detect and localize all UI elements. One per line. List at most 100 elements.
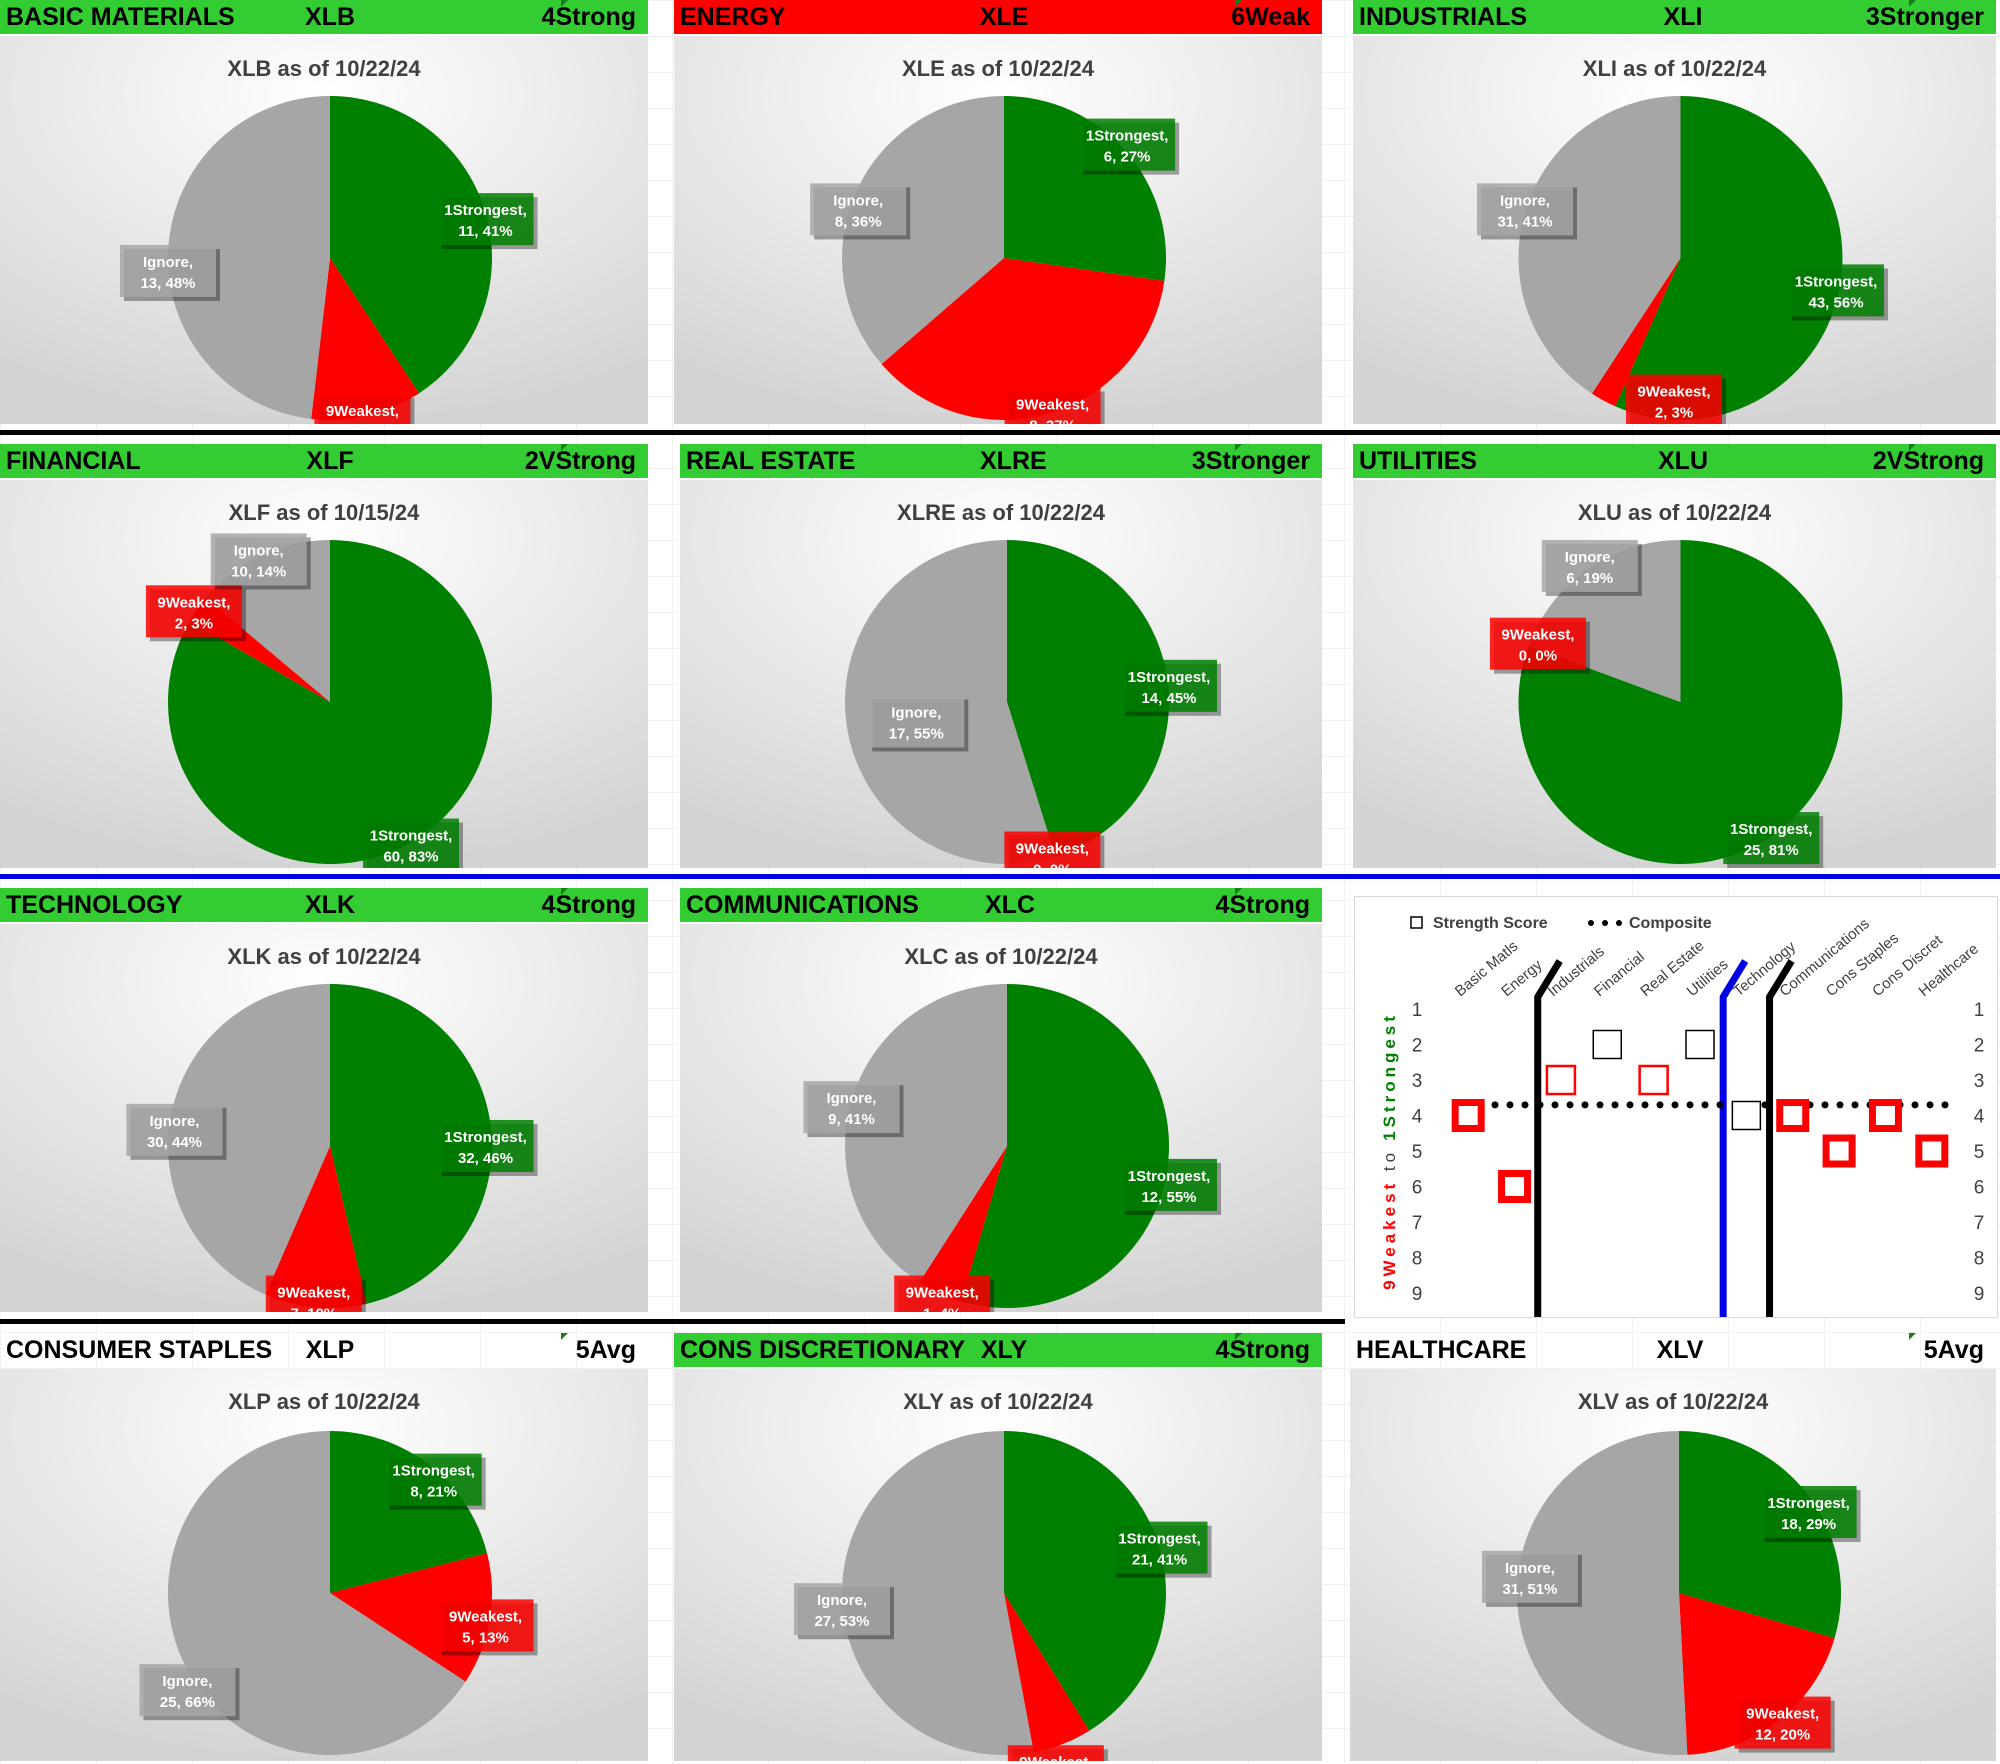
divider-line-2	[1719, 959, 1749, 1317]
data-label-value: 43, 56%	[1808, 294, 1863, 311]
data-label-1strongest: 1Strongest, 60, 83%	[363, 818, 463, 868]
sector-header: INDUSTRIALS XLI 3Stronger	[1353, 0, 1996, 34]
data-label-value: 2, 3%	[175, 615, 213, 632]
pie-slice-ignore	[1528, 540, 1681, 702]
strength-marker-healthcare	[1915, 1134, 1949, 1168]
sector-name: HEALTHCARE	[1356, 1336, 1527, 1364]
legend-strength-label: Strength Score	[1433, 915, 1548, 932]
label-box	[803, 1081, 900, 1134]
strength-marker-energy	[1498, 1170, 1532, 1203]
data-label-name: 9Weakest,	[1501, 627, 1574, 644]
y-tick-right: 5	[1974, 1142, 1985, 1163]
y-tick-right: 9	[1974, 1284, 1985, 1305]
data-label-9weakest: 9Weakest, 1, 4%	[894, 1275, 995, 1312]
sector-score: 4Strong	[1215, 1336, 1310, 1364]
data-label-value: 6, 19%	[1566, 570, 1613, 587]
label-box	[810, 183, 907, 236]
cell-comment-marker	[1235, 1333, 1242, 1340]
data-label-9weakest: 9Weakest, 0, 0%	[1489, 617, 1590, 674]
row-separator-1	[0, 430, 2000, 435]
data-label-name: Ignore,	[149, 1113, 199, 1130]
y-tick-right: 6	[1974, 1178, 1985, 1199]
data-label-value: 18, 29%	[1781, 1516, 1836, 1533]
data-label-ignore: Ignore, 9, 41%	[803, 1081, 904, 1138]
data-label-name: 1Strongest,	[1128, 1168, 1211, 1185]
data-label-name: 1Strongest,	[1767, 1495, 1850, 1512]
strength-marker-basic-matls	[1451, 1099, 1485, 1132]
pie-chart-area: XLRE as of 10/22/24 1Strongest, 14, 45% 9We…	[680, 480, 1322, 868]
pie-chart-area: XLI as of 10/22/24 1Strongest, 43, 56% 9Wea…	[1353, 36, 1996, 424]
data-label-name: 9Weakest,	[906, 1285, 979, 1302]
data-label-1strongest: 1Strongest, 25, 81%	[1723, 812, 1824, 868]
label-box	[1004, 387, 1101, 424]
sector-ticker: XLF	[306, 447, 354, 475]
data-label-name: Ignore,	[891, 704, 941, 721]
sector-name: INDUSTRIALS	[1359, 3, 1528, 31]
data-label-value: 0, 0%	[1519, 648, 1557, 665]
pie-slice-9weakest	[1679, 1593, 1835, 1755]
sector-ticker: XLY	[980, 1336, 1028, 1364]
data-label-1strongest: 1Strongest, 18, 29%	[1760, 1486, 1861, 1542]
y-tick-right: 7	[1974, 1213, 1985, 1234]
chart-title: XLC as of 10/22/24	[904, 944, 1098, 969]
cell-comment-marker	[1909, 444, 1916, 451]
label-box	[1476, 183, 1573, 236]
label-box	[868, 695, 965, 748]
composite-dot	[1641, 1101, 1649, 1109]
y-axis-title-weak: 9Weakest	[1380, 1171, 1399, 1290]
data-label-name: 1Strongest,	[1086, 128, 1169, 145]
data-label-name: Ignore,	[817, 1592, 867, 1609]
sector-panel-xlp: CONSUMER STAPLES XLP 5Avg XLP as of 10/22/2…	[0, 1333, 648, 1761]
data-label-name: Ignore,	[826, 1090, 876, 1107]
data-label-1strongest: 1Strongest, 32, 46%	[437, 1120, 538, 1176]
sector-panel-xlre: REAL ESTATE XLRE 3Stronger XLRE as of 10/22…	[680, 444, 1322, 868]
pie-slice-ignore	[845, 984, 1007, 1283]
data-label-value: 14, 45%	[1141, 690, 1196, 707]
strength-marker-financial	[1592, 1029, 1623, 1060]
strength-marker-technology	[1731, 1100, 1762, 1131]
pie-chart-area: XLP as of 10/22/24 1Strongest, 8, 21% 9Weak…	[0, 1369, 648, 1761]
data-label-value: 10, 14%	[231, 563, 286, 580]
data-label-9weakest: 9Weakest, 2, 3%	[1626, 374, 1727, 424]
data-label-value: 8, 37%	[1029, 418, 1076, 424]
y-tick-left: 6	[1412, 1178, 1423, 1199]
data-label-name: Ignore,	[143, 254, 193, 271]
data-label-name: 1Strongest,	[370, 828, 453, 845]
sector-score: 5Avg	[575, 1336, 636, 1364]
sector-header: REAL ESTATE XLRE 3Stronger	[680, 444, 1322, 478]
sector-panel-xlf: FINANCIAL XLF 2VStrong XLF as of 10/15/24 1S…	[0, 444, 648, 868]
data-label-name: 1Strongest,	[1795, 273, 1878, 290]
data-label-1strongest: 1Strongest, 14, 45%	[1121, 659, 1221, 716]
data-label-value: 8, 21%	[410, 1484, 457, 1501]
chart-title: XLRE as of 10/22/24	[897, 500, 1106, 525]
label-box	[145, 585, 242, 638]
strength-marker-cons-staples	[1822, 1134, 1856, 1168]
pie-slice-9weakest	[311, 258, 420, 420]
data-label-9weakest: 9Weakest, 5, 13%	[437, 1599, 538, 1656]
sector-panel-xlk: TECHNOLOGY XLK 4Strong XLK as of 10/22/24 1S…	[0, 888, 648, 1312]
data-label-ignore: Ignore, 31, 41%	[1476, 183, 1577, 240]
composite-dot	[1926, 1101, 1934, 1109]
pie-chart-area: XLV as of 10/22/24 1Strongest, 18, 29% 9Wea…	[1350, 1369, 1996, 1761]
pie-slice-ignore	[167, 984, 330, 1295]
data-label-value: 0, 0%	[1033, 862, 1071, 868]
sector-panel-xli: INDUSTRIALS XLI 3Stronger XLI as of 10/22/2…	[1353, 0, 1996, 424]
label-box	[265, 1275, 362, 1312]
pie-svg: XLE as of 10/22/24 1Strongest, 6, 27% 9Weak…	[674, 36, 1322, 424]
label-box	[120, 244, 216, 297]
composite-dot	[1506, 1101, 1514, 1109]
y-axis-title-strong: 1Strongest	[1380, 1012, 1399, 1141]
data-label-ignore: Ignore, 8, 36%	[810, 183, 911, 240]
data-label-name: 1Strongest,	[1128, 669, 1211, 686]
pie-slice-ignore	[168, 96, 330, 419]
composite-dot	[1491, 1101, 1499, 1109]
data-label-value: 60, 83%	[383, 849, 438, 866]
data-label-ignore: Ignore, 27, 53%	[794, 1583, 894, 1640]
sector-panel-xlu: UTILITIES XLU 2VStrong XLU as of 10/22/24 1S…	[1353, 444, 1996, 868]
y-tick-right: 3	[1974, 1071, 1985, 1092]
label-box	[1489, 617, 1586, 670]
data-label-1strongest: 1Strongest, 12, 55%	[1121, 1158, 1221, 1215]
data-label-name: 1Strongest,	[392, 1463, 475, 1480]
sector-name: BASIC MATERIALS	[6, 3, 235, 31]
composite-dot	[1596, 1101, 1604, 1109]
